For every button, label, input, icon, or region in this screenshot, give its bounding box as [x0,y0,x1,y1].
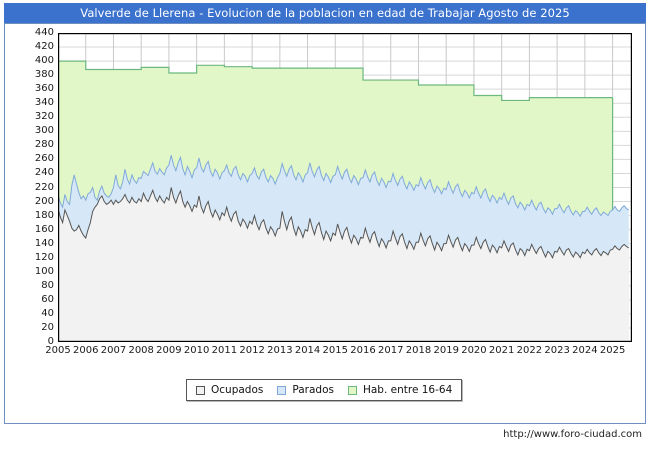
page-title: Valverde de Llerena - Evolucion de la po… [80,6,570,20]
x-tick-label: 2021 [488,345,515,356]
y-tick-label: 100 [34,265,54,277]
x-tick-label: 2018 [405,345,432,356]
y-tick-label: 60 [41,293,54,305]
x-tick-label: 2025 [599,345,626,356]
x-tick-label: 2007 [100,345,127,356]
y-tick-label: 200 [34,195,54,207]
y-tick-label: 160 [34,223,54,235]
y-tick-label: 180 [34,209,54,221]
y-tick-label: 280 [34,139,54,151]
y-tick-label: 20 [41,321,54,333]
y-tick-label: 120 [34,251,54,263]
x-tick-label: 2014 [294,345,321,356]
x-tick-label: 2011 [211,345,238,356]
y-axis-labels: 0 20 40 60 80 100 120 140 160 180 200 220 240 260 280 3… [0,28,54,347]
x-tick-label: 2023 [544,345,570,356]
y-tick-label: 260 [34,153,54,165]
legend-label: Hab. entre 16-64 [362,384,453,396]
x-tick-label: 2020 [461,345,487,356]
x-tick-label: 2022 [516,345,543,356]
y-tick-label: 440 [34,27,54,38]
y-tick-label: 0 [47,336,54,347]
x-tick-label: 2013 [267,345,293,356]
legend-label: Ocupados [211,384,264,396]
legend-label: Parados [292,384,334,396]
x-tick-label: 2006 [72,345,99,356]
y-tick-label: 420 [34,41,54,53]
y-tick-label: 380 [34,69,54,81]
x-tick-label: 2010 [183,345,210,356]
legend-swatch-icon [277,385,287,395]
legend-item[interactable]: Parados [277,384,334,396]
legend-swatch-icon [347,385,357,395]
y-tick-label: 40 [41,307,54,319]
y-tick-label: 360 [34,83,54,95]
legend-item[interactable]: Hab. entre 16-64 [347,384,453,396]
x-tick-label: 2008 [128,345,154,356]
y-tick-label: 80 [41,279,54,291]
legend-swatch-icon [196,385,205,395]
x-tick-label: 2019 [433,345,459,356]
x-tick-label: 2012 [239,345,265,356]
x-tick-label: 2016 [350,345,376,356]
plot-area [58,33,632,342]
x-tick-label: 2024 [572,345,598,356]
y-tick-label: 320 [34,111,54,123]
y-tick-label: 300 [34,125,54,137]
y-tick-label: 400 [34,55,54,67]
source-url: http://www.foro-ciudad.com [503,429,642,440]
x-tick-label: 2017 [378,345,404,356]
y-tick-label: 240 [34,167,54,179]
x-tick-label: 2005 [45,345,71,356]
x-axis-labels: 2005 2006 2007 2008 2009 2010 2011 2012 2013 2014… [45,345,632,361]
y-tick-label: 340 [34,97,54,109]
y-tick-label: 220 [34,181,54,193]
x-tick-label: 2009 [156,345,182,356]
chart-svg [58,33,632,342]
x-tick-label: 2015 [322,345,349,356]
y-tick-label: 140 [34,237,54,249]
title-bar: Valverde de Llerena - Evolucion de la po… [4,3,646,23]
chart-legend: Ocupados Parados Hab. entre 16-64 [186,379,463,401]
legend-item[interactable]: Ocupados [196,384,263,396]
